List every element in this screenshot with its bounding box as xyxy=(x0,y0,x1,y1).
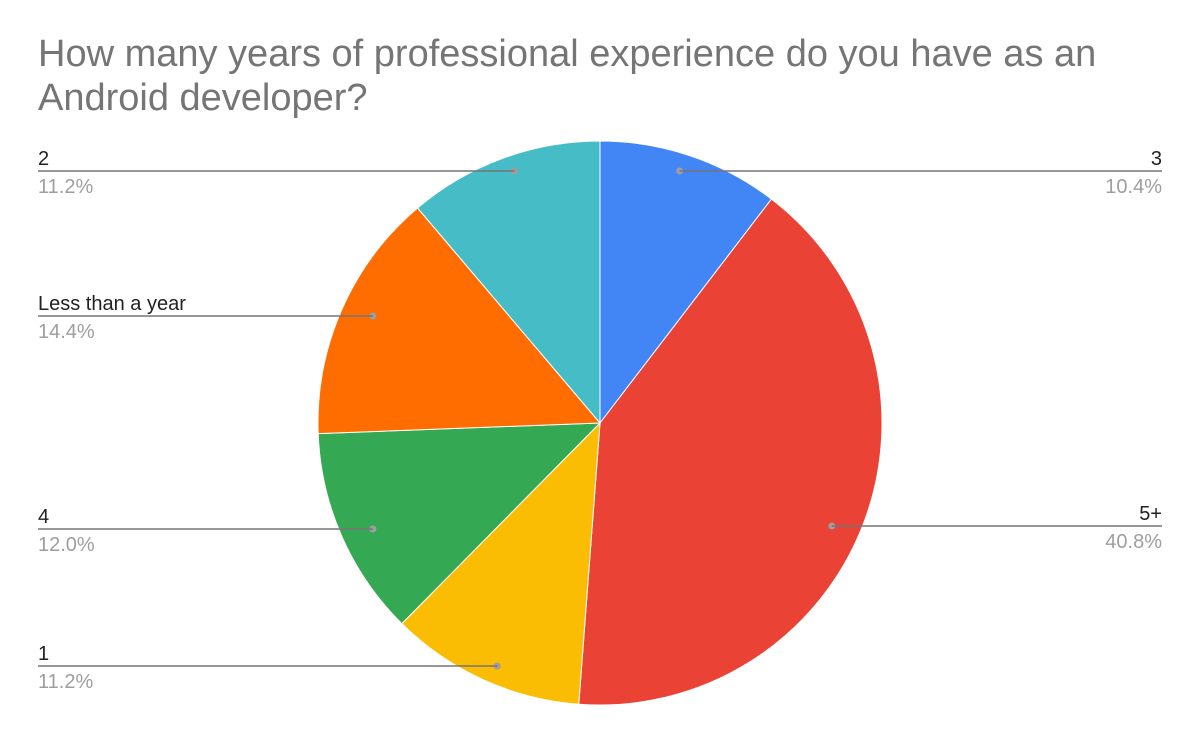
slice-percentage: 10.4% xyxy=(1105,176,1162,198)
pie-slice xyxy=(317,207,602,435)
pie-slice xyxy=(317,422,602,625)
pie-slices xyxy=(317,140,883,706)
slice-label: 1 xyxy=(38,643,49,665)
slice-percentage: 11.2% xyxy=(38,671,93,693)
slice-label: 3 xyxy=(1151,148,1162,170)
chart-title: How many years of professional experienc… xyxy=(38,33,1097,119)
leader-lines xyxy=(38,167,1162,670)
slice-label: Less than a year xyxy=(38,293,186,315)
pie-slice xyxy=(578,198,883,706)
slice-label: 5+ xyxy=(1139,503,1162,525)
slice-label: 4 xyxy=(38,506,49,528)
pie-slice xyxy=(401,421,601,705)
slice-label: 2 xyxy=(38,148,49,170)
pie-slice xyxy=(416,140,601,425)
slice-labels: 3 10.4% 5+ 40.8% 1 11.2% 4 12.0% Less than a yea… xyxy=(38,148,1162,693)
pie-slice xyxy=(599,140,773,425)
slice-percentage: 40.8% xyxy=(1105,531,1162,553)
slice-percentage: 11.2% xyxy=(38,176,93,198)
slice-percentage: 14.4% xyxy=(38,321,95,343)
slice-percentage: 12.0% xyxy=(38,534,95,556)
